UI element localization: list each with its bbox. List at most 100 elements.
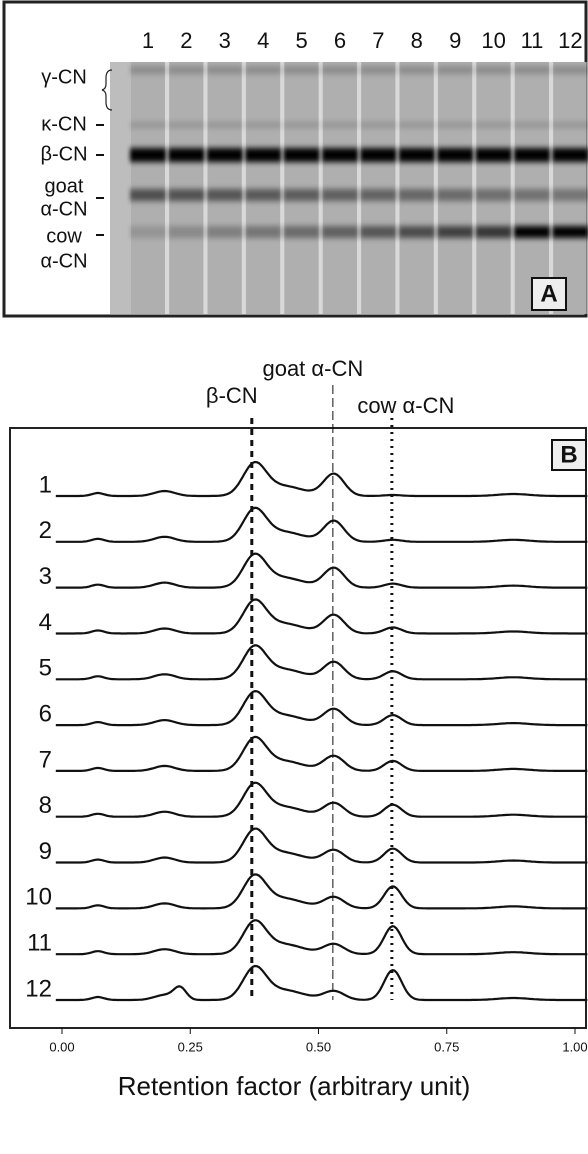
gel-band: [284, 122, 320, 128]
gel-band: [245, 66, 281, 74]
x-tick-label: 0.75: [434, 1039, 459, 1054]
x-tick-label: 0.50: [306, 1039, 331, 1054]
gel-lane: [515, 62, 549, 314]
gel-band: [322, 148, 358, 162]
lane-label: 5: [295, 28, 307, 53]
panel-b-frame: [10, 428, 586, 1028]
gel-band: [399, 122, 435, 128]
gel-band: [245, 122, 281, 128]
trace-label: 11: [27, 930, 52, 957]
gel-band: [360, 148, 396, 162]
gel-lane: [208, 62, 242, 314]
gel-band: [552, 189, 588, 201]
trace-label: 6: [39, 700, 52, 727]
trace: [56, 920, 588, 954]
gel-streak: [395, 62, 399, 314]
gel-band: [207, 189, 243, 201]
lane-label: 9: [449, 28, 461, 53]
gel-band: [207, 66, 243, 74]
trace: [56, 829, 588, 863]
trace: [56, 508, 588, 542]
gel-streak: [357, 62, 361, 314]
gel-band: [130, 189, 166, 201]
marker-label: goat α-CN: [262, 356, 363, 381]
gel-band: [207, 148, 243, 162]
gel-band: [168, 148, 204, 162]
gel-band: [360, 226, 396, 238]
gel-band: [130, 226, 166, 238]
band-label: α-CN: [40, 198, 87, 220]
gel-lane: [169, 62, 203, 314]
gel-band: [322, 226, 358, 238]
gel-band: [322, 189, 358, 201]
gel-band: [552, 148, 588, 162]
lane-label: 7: [372, 28, 384, 53]
marker-label: β-CN: [206, 383, 258, 408]
marker-label: cow α-CN: [357, 393, 454, 418]
lane-label: 10: [481, 28, 505, 53]
gel-lane: [553, 62, 587, 314]
trace: [56, 966, 588, 1000]
gel-band: [284, 189, 320, 201]
panel-b-label: B: [560, 441, 577, 468]
trace: [56, 874, 588, 908]
gel-band: [552, 226, 588, 238]
lane-label: 4: [257, 28, 269, 53]
lane-label: 12: [558, 28, 582, 53]
gel-streak: [280, 62, 284, 314]
band-label: cow: [46, 225, 82, 247]
gel-band: [476, 66, 512, 74]
trace: [56, 691, 588, 725]
trace-label: 9: [39, 838, 52, 865]
gel-band: [514, 226, 550, 238]
gel-band: [168, 226, 204, 238]
band-label: β-CN: [40, 143, 87, 165]
gel-band: [168, 122, 204, 128]
gel-lane: [131, 62, 165, 314]
gel-streak: [472, 62, 476, 314]
gel-band: [284, 66, 320, 74]
gel-band: [322, 66, 358, 74]
gel-band: [399, 148, 435, 162]
gel-band: [437, 226, 473, 238]
gel-band: [322, 122, 358, 128]
gel-band: [245, 148, 281, 162]
lane-label: 11: [521, 28, 544, 53]
gel-band: [514, 66, 550, 74]
trace: [56, 783, 588, 817]
gel-band: [437, 148, 473, 162]
x-tick-label: 0.25: [178, 1039, 203, 1054]
trace: [56, 737, 588, 771]
gel-band: [399, 66, 435, 74]
figure: Retention factor (arbitrary unit) 123456…: [0, 0, 588, 1149]
gel-band: [552, 122, 588, 128]
gel-streak: [242, 62, 246, 314]
gel-band: [514, 122, 550, 128]
trace-label: 10: [25, 884, 52, 911]
gel-streak: [549, 62, 553, 314]
gel-band: [360, 66, 396, 74]
trace-label: 5: [39, 655, 52, 682]
gel-band: [476, 189, 512, 201]
trace-label: 7: [39, 746, 52, 773]
gel-band: [437, 189, 473, 201]
trace: [56, 600, 588, 634]
trace-label: 1: [39, 471, 52, 498]
trace-label: 3: [39, 563, 52, 590]
gel-band: [437, 122, 473, 128]
gel-lane: [400, 62, 434, 314]
x-tick-label: 1.00: [562, 1039, 587, 1054]
gel-lane: [246, 62, 280, 314]
gel-band: [360, 122, 396, 128]
gel-band: [130, 122, 166, 128]
gel-band: [207, 122, 243, 128]
gel-band: [245, 226, 281, 238]
gel-band: [284, 148, 320, 162]
trace-label: 12: [25, 975, 52, 1002]
x-tick-label: 0.00: [49, 1039, 74, 1054]
gel-band: [514, 148, 550, 162]
trace-label: 4: [39, 609, 52, 636]
gel-band: [399, 189, 435, 201]
trace: [56, 462, 588, 496]
gel-streak: [511, 62, 515, 314]
